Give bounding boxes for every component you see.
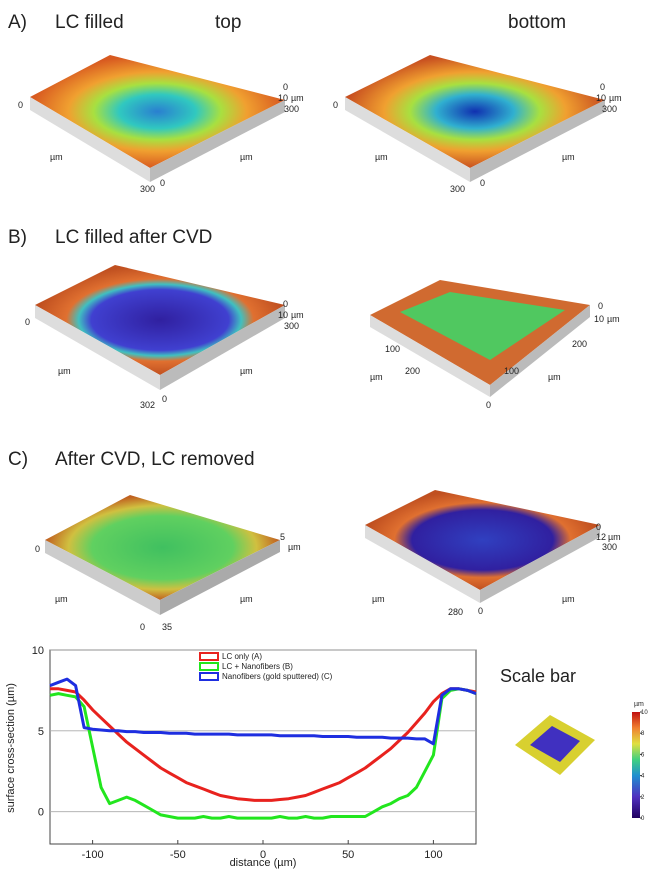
axis-label: 0 <box>600 82 605 92</box>
colorbar-tick-label: 6 <box>641 752 645 758</box>
axis-label: 10 <box>596 93 606 103</box>
axis-label: 0 <box>283 299 288 309</box>
legend-swatch <box>200 673 218 680</box>
axis-label: 300 <box>140 184 155 194</box>
axis-label: 0 <box>486 400 491 410</box>
colorbar-ticks: 0 2 4 6 8 10 <box>640 710 648 822</box>
legend-label: Nanofibers (gold sputtered) (C) <box>222 672 333 681</box>
axis-label: 300 <box>284 321 299 331</box>
axis-label: 5 <box>280 532 285 542</box>
legend-label: LC only (A) <box>222 652 262 661</box>
axis-label: 0 <box>333 100 338 110</box>
axis-label: µm <box>55 594 68 604</box>
axis-label: µm <box>291 310 304 320</box>
axis-label: µm <box>291 93 304 103</box>
colorbar-tick-label: 0 <box>641 816 645 822</box>
axis-label: 0 <box>283 82 288 92</box>
axis-label: 300 <box>284 104 299 114</box>
axis-label: 0 <box>598 301 603 311</box>
axis-label: 10 <box>278 93 288 103</box>
axis-label: µm <box>288 542 301 552</box>
axis-label: µm <box>50 152 63 162</box>
axis-label: µm <box>58 366 71 376</box>
surface-image <box>30 55 285 182</box>
line-chart: 0 5 10 -100 -50 0 50 100 LC only (A)LC + Nanofib… <box>32 645 476 861</box>
axis-label: 200 <box>405 366 420 376</box>
y-axis-label: surface cross-section (µm) <box>5 683 17 813</box>
axis-label: 200 <box>572 339 587 349</box>
legend-label: LC + Nanofibers (B) <box>222 662 293 671</box>
x-tick-label: 0 <box>260 849 266 861</box>
figure: A) LC filled top bottom B) LC filled aft… <box>0 0 648 873</box>
axis-label: 0 <box>25 317 30 327</box>
axis-label: 300 <box>602 542 617 552</box>
axis-label: 0 <box>162 394 167 404</box>
axis-label: 10 <box>278 310 288 320</box>
panel-title: LC filled after CVD <box>55 227 212 248</box>
axis-label: µm <box>240 152 253 162</box>
axis-label: 0 <box>480 178 485 188</box>
axis-label: µm <box>607 314 620 324</box>
axis-label: µm <box>372 594 385 604</box>
axis-label: 280 <box>448 607 463 617</box>
panel-letter: C) <box>8 449 28 470</box>
axis-label: 0 <box>596 522 601 532</box>
y-tick-label: 0 <box>38 807 44 819</box>
column-title: top <box>215 12 241 33</box>
colorbar-tick-label: 2 <box>641 795 645 801</box>
series-line <box>50 689 476 801</box>
axis-label: 300 <box>602 104 617 114</box>
legend-swatch <box>200 663 218 670</box>
x-tick-label: -50 <box>170 849 186 861</box>
axis-label: µm <box>562 152 575 162</box>
series-line <box>50 679 476 744</box>
axis-label: 100 <box>504 366 519 376</box>
axis-label: 0 <box>18 100 23 110</box>
colorbar-tick-label: 4 <box>641 774 645 780</box>
column-title: bottom <box>508 12 566 33</box>
axis-label: µm <box>375 152 388 162</box>
axis-label: 0 <box>160 178 165 188</box>
x-tick-label: 50 <box>342 849 354 861</box>
colorbar-unit: µm <box>634 701 644 708</box>
panel-letter: A) <box>8 12 27 33</box>
axis-label: 0 <box>35 544 40 554</box>
axis-label: µm <box>608 532 621 542</box>
colorbar <box>632 712 640 818</box>
panel-title: LC filled <box>55 12 124 33</box>
series-line <box>50 689 476 818</box>
axis-label: 302 <box>140 400 155 410</box>
axis-label: 12 <box>596 532 606 542</box>
axis-label: 100 <box>385 344 400 354</box>
axis-label: 35 <box>162 622 172 632</box>
x-tick-label: 100 <box>424 849 442 861</box>
axis-label: 0 <box>140 622 145 632</box>
y-tick-label: 5 <box>38 726 44 738</box>
axis-label: 300 <box>450 184 465 194</box>
colorbar-tick-label: 8 <box>641 731 645 737</box>
axis-label: µm <box>370 372 383 382</box>
surface-image <box>345 55 605 182</box>
x-tick-label: -100 <box>82 849 104 861</box>
axis-label: µm <box>548 372 561 382</box>
y-tick-label: 10 <box>32 645 44 657</box>
panel-title: After CVD, LC removed <box>55 449 255 470</box>
panel-letter: B) <box>8 227 27 248</box>
axis-label: µm <box>562 594 575 604</box>
legend-swatch <box>200 653 218 660</box>
scale-bar-title: Scale bar <box>500 666 576 686</box>
axis-label: 0 <box>478 606 483 616</box>
axis-label: 10 <box>594 314 604 324</box>
surface-image <box>365 490 600 603</box>
axis-label: µm <box>609 93 622 103</box>
scale-bar-image <box>515 715 595 775</box>
colorbar-tick-label: 10 <box>641 710 648 716</box>
axis-label: µm <box>240 594 253 604</box>
axis-label: µm <box>240 366 253 376</box>
